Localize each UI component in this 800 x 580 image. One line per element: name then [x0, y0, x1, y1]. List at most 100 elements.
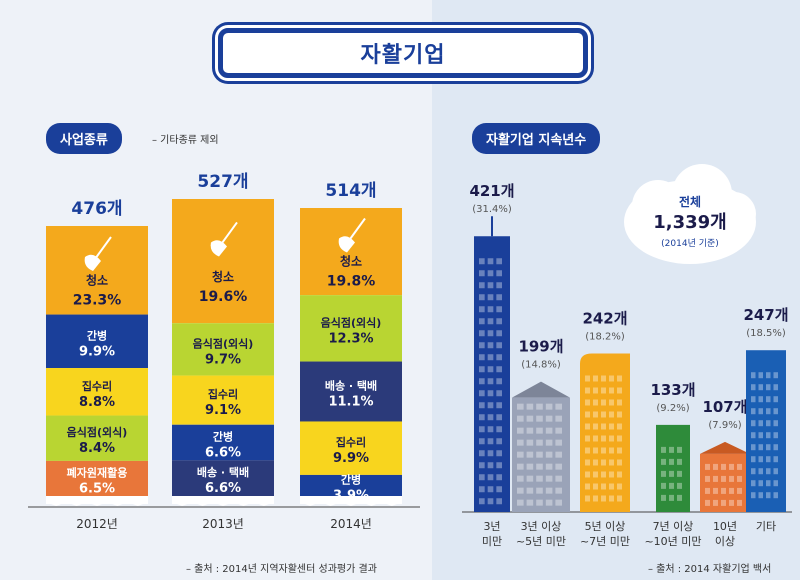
building-window: [487, 390, 494, 397]
building-window: [617, 399, 622, 406]
building-window: [517, 439, 524, 446]
building-window: [487, 462, 494, 469]
building-window: [669, 494, 674, 501]
building-window: [479, 342, 485, 349]
building-window: [479, 450, 485, 457]
building-window: [496, 402, 502, 409]
building-window: [705, 499, 710, 506]
segment-value: 9.1%: [205, 403, 241, 418]
building-window: [609, 471, 614, 478]
building-window: [601, 375, 606, 382]
bar-segment: [46, 415, 148, 461]
title-banner: 자활기업: [218, 28, 588, 78]
building-window: [617, 423, 622, 430]
building-window: [601, 411, 606, 418]
building-window: [677, 494, 682, 501]
building-window: [496, 378, 502, 385]
building-window: [751, 480, 756, 487]
building-window: [487, 354, 494, 361]
building-window: [609, 387, 614, 394]
building-window: [479, 498, 485, 505]
bar-segment: [300, 474, 402, 496]
bar-percent-label: (31.4%): [472, 204, 512, 215]
building-window: [766, 432, 771, 439]
building-window: [617, 447, 622, 454]
building-window: [705, 487, 710, 494]
bar-segment: [300, 208, 402, 296]
bar-value-label: 107개: [702, 398, 747, 416]
segment-value: 12.3%: [328, 331, 373, 346]
building-window: [496, 390, 502, 397]
building-window: [517, 415, 524, 422]
total-value: 1,339개: [653, 212, 727, 233]
building-window: [766, 480, 771, 487]
building-window: [487, 378, 494, 385]
building-window: [766, 408, 771, 415]
bar-percent-label: (9.2%): [656, 403, 689, 414]
building-window: [669, 458, 674, 465]
building-window: [585, 471, 590, 478]
building-window: [758, 420, 763, 427]
segment-label: 집수리: [208, 387, 238, 401]
building-window: [496, 294, 502, 301]
building-window: [758, 492, 763, 499]
building-window: [487, 282, 494, 289]
building-window: [766, 456, 771, 463]
x-tick-label: 이상: [715, 535, 735, 548]
bar-value-label: 242개: [582, 309, 627, 327]
building-window: [536, 475, 543, 482]
building-window: [773, 396, 778, 403]
building-window: [496, 318, 502, 325]
building-window: [766, 444, 771, 451]
building-window: [545, 415, 553, 422]
building-window: [669, 446, 674, 453]
building-window: [487, 318, 494, 325]
x-tick-label: 기타: [756, 520, 776, 533]
bar-total-label: 476개: [71, 199, 122, 219]
building-window: [487, 438, 494, 445]
building-window: [593, 447, 598, 454]
building-window: [496, 342, 502, 349]
segment-value: 9.7%: [205, 352, 241, 367]
bar-value-label: 247개: [743, 306, 788, 324]
paper-edge: [172, 496, 274, 506]
left-section-badge: 사업종류: [46, 123, 122, 154]
building-window: [479, 390, 485, 397]
building-window: [729, 487, 734, 494]
segment-value: 6.6%: [205, 481, 241, 496]
building-window: [517, 487, 524, 494]
bar-segment: [46, 460, 148, 496]
building-window: [526, 451, 534, 458]
building-window: [766, 384, 771, 391]
building-window: [737, 487, 742, 494]
building-window: [585, 435, 590, 442]
x-tick-label: 3년 이상: [521, 520, 562, 533]
building-window: [487, 294, 494, 301]
building-window: [758, 480, 763, 487]
building-window: [721, 463, 726, 470]
x-tick-label: 2012년: [76, 517, 118, 531]
segment-value: 8.8%: [79, 395, 115, 410]
building-antenna: [491, 216, 493, 237]
building-window: [713, 475, 718, 482]
building-window: [496, 330, 502, 337]
building-window: [479, 402, 485, 409]
segment-label: 간병: [341, 472, 361, 486]
building-window: [496, 450, 502, 457]
broom-icon-handle: [94, 236, 112, 260]
building-window: [496, 474, 502, 481]
building-window: [479, 330, 485, 337]
building-window: [555, 463, 562, 470]
building-window: [751, 492, 756, 499]
segment-value: 9.9%: [333, 451, 369, 466]
building-window: [479, 426, 485, 433]
building-window: [601, 471, 606, 478]
building-window: [585, 483, 590, 490]
building-window: [601, 447, 606, 454]
building-window: [585, 423, 590, 430]
building-window: [517, 451, 524, 458]
broom-icon: [338, 236, 355, 253]
building-window: [751, 444, 756, 451]
building-window: [517, 475, 524, 482]
